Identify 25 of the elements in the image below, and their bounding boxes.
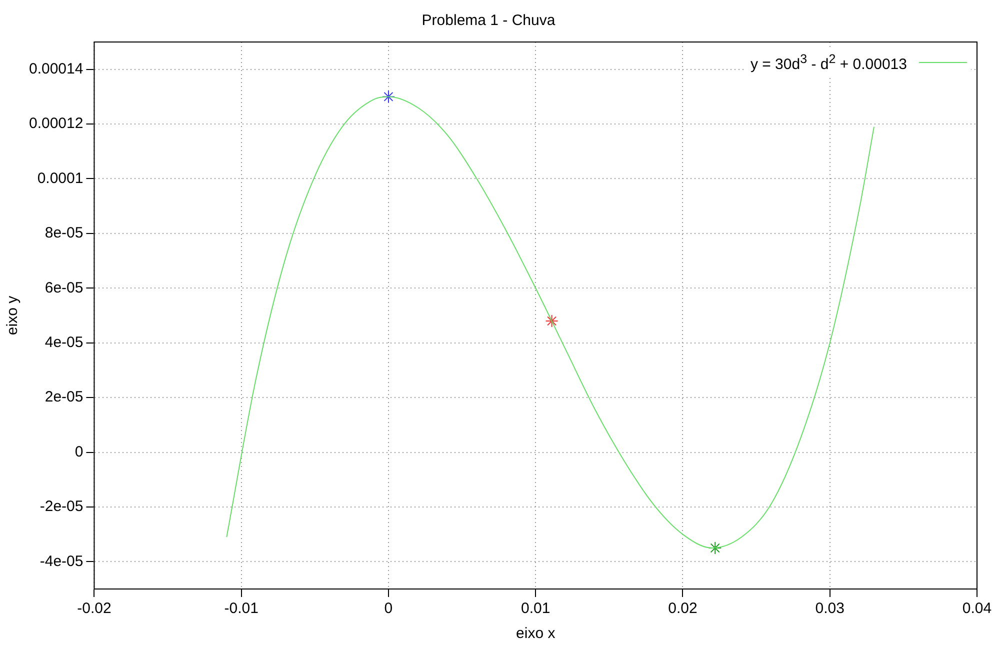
line-series [226,96,875,548]
y-tick-label: 0.0001 [37,170,84,187]
x-tick-label: 0.04 [962,600,992,618]
y-axis-title: eixo y [4,295,22,336]
y-tick-label: 8e-05 [44,224,84,242]
x-tick-label: 0 [384,600,393,618]
x-tick-label: 0.02 [668,600,698,618]
point [382,90,395,104]
legend-label: y = 30d$^{3}$ - d$^{2}$ + 0.00013 [750,52,907,73]
y-tick-label: -4e-05 [40,552,84,570]
point [545,314,558,328]
chart-title: Problema 1 - Chuva [422,12,556,30]
x-tick-label: 0.03 [815,600,844,618]
y-tick-label: 0.00014 [28,60,84,78]
x-tick-label: -0.02 [77,600,112,618]
point [708,541,722,554]
x-axis-title: eixo x [516,625,556,642]
y-tick-label: -2e-05 [40,498,84,516]
x-tick-label: -0.01 [224,600,258,618]
x-tick-label: 0.01 [521,600,550,618]
y-tick-label: 6e-05 [44,279,84,296]
y-tick-label: 4e-05 [44,334,84,351]
y-tick-label: 0.00012 [28,115,84,132]
y-tick-label: 2e-05 [44,388,84,406]
y-tick-label: 0 [74,443,84,460]
